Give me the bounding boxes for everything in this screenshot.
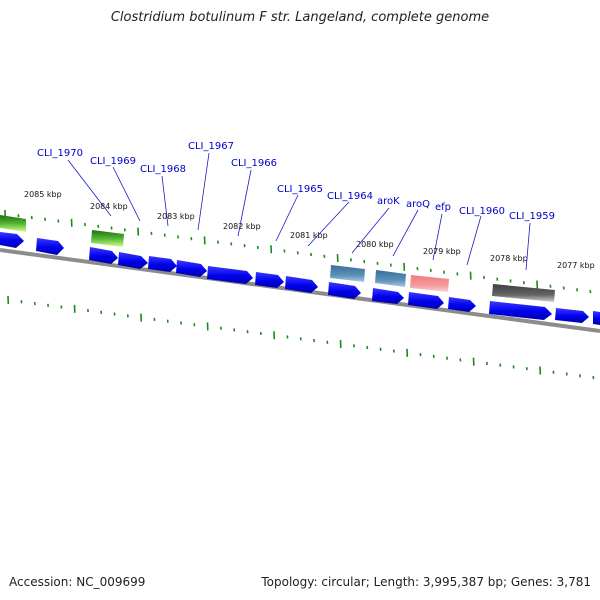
gene-label-cli-1966[interactable]: CLI_1966 xyxy=(231,158,277,169)
kbp-label-2084: 2084 kbp xyxy=(90,202,128,211)
gene-arrow[interactable] xyxy=(448,297,476,312)
gene-arrow[interactable] xyxy=(89,247,118,264)
gene-arrow[interactable] xyxy=(285,276,318,293)
gene-arrow[interactable] xyxy=(555,308,589,323)
label-leaders xyxy=(67,152,531,271)
kbp-label-2077: 2077 kbp xyxy=(557,261,595,270)
gene-arrow[interactable] xyxy=(408,292,444,309)
gene-arrow[interactable] xyxy=(372,288,404,304)
feature-green-left[interactable] xyxy=(0,215,26,232)
gene-arrow[interactable] xyxy=(118,252,148,269)
gene-label-cli-1965[interactable]: CLI_1965 xyxy=(277,184,323,195)
kbp-label-2085: 2085 kbp xyxy=(24,190,62,199)
outer-tick-track xyxy=(4,209,592,294)
map-title: Clostridium botulinum F str. Langeland, … xyxy=(110,10,490,25)
accession-label: Accession: NC_009699 xyxy=(9,575,146,589)
gene-arrow[interactable] xyxy=(0,232,24,248)
kbp-label-2079: 2079 kbp xyxy=(423,247,461,256)
gene-arrow[interactable] xyxy=(489,301,552,320)
feature-track xyxy=(0,215,555,302)
gene-arrow[interactable] xyxy=(593,311,600,325)
kbp-label-2081: 2081 kbp xyxy=(290,231,328,240)
gene-arrow[interactable] xyxy=(176,260,207,277)
gene-label-cli-1960[interactable]: CLI_1960 xyxy=(459,206,505,217)
gene-arrow[interactable] xyxy=(255,272,284,288)
feature-gray-cli-1959[interactable] xyxy=(492,284,555,302)
kbp-label-2078: 2078 kbp xyxy=(490,254,528,263)
gene-arrow[interactable] xyxy=(328,282,361,299)
gene-arrow-track xyxy=(0,232,600,325)
gene-label-aroq[interactable]: aroQ xyxy=(406,199,430,210)
feature-steel-1[interactable] xyxy=(330,265,365,282)
feature-pink-efp[interactable] xyxy=(410,275,449,292)
kbp-label-2083: 2083 kbp xyxy=(157,212,195,221)
gene-label-cli-1970[interactable]: CLI_1970 xyxy=(37,148,83,159)
gene-arrow[interactable] xyxy=(36,238,64,255)
gene-label-cli-1967[interactable]: CLI_1967 xyxy=(188,141,234,152)
gene-arrow[interactable] xyxy=(148,256,177,272)
gene-label-arok[interactable]: aroK xyxy=(377,196,400,207)
kbp-label-2082: 2082 kbp xyxy=(223,222,261,231)
gene-label-efp[interactable]: efp xyxy=(435,202,451,213)
gene-arrow[interactable] xyxy=(207,266,253,284)
inner-tick-track xyxy=(7,295,595,380)
feature-green-cli-1969[interactable] xyxy=(91,230,124,247)
gene-label-cli-1968[interactable]: CLI_1968 xyxy=(140,164,186,175)
gene-label-cli-1969[interactable]: CLI_1969 xyxy=(90,156,136,167)
kbp-label-2080: 2080 kbp xyxy=(356,240,394,249)
gene-label-cli-1959[interactable]: CLI_1959 xyxy=(509,211,555,222)
genome-summary: Topology: circular; Length: 3,995,387 bp… xyxy=(261,575,591,589)
gene-label-cli-1964[interactable]: CLI_1964 xyxy=(327,191,373,202)
feature-steel-arok[interactable] xyxy=(375,270,406,287)
